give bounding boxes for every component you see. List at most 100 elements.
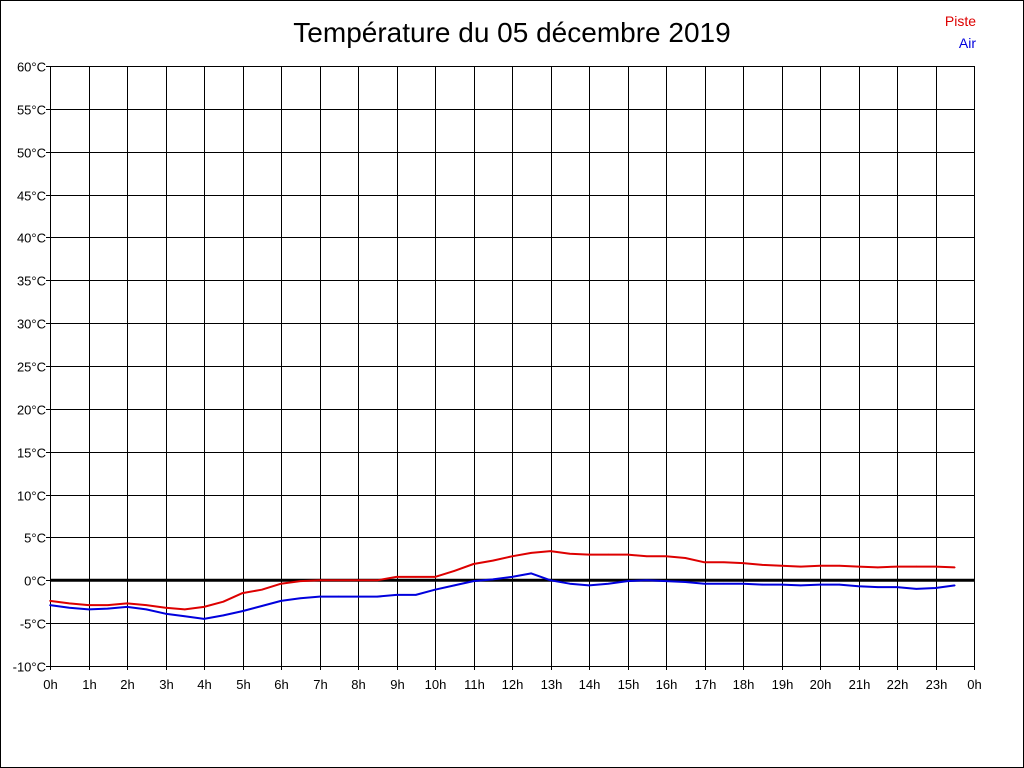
x-tick-label: 18h bbox=[733, 677, 755, 692]
data-point-piste bbox=[953, 566, 956, 569]
x-tick-label: 11h bbox=[464, 677, 485, 692]
data-point-air bbox=[645, 579, 648, 582]
data-point-air bbox=[703, 582, 706, 585]
data-point-air bbox=[819, 583, 821, 586]
data-point-piste bbox=[106, 604, 109, 606]
data-point-air bbox=[953, 584, 956, 587]
data-point-air bbox=[915, 588, 918, 590]
y-tick-label: 35°C bbox=[17, 274, 46, 289]
data-point-piste bbox=[530, 552, 533, 554]
data-point-air bbox=[395, 594, 398, 596]
x-tick-label: 20h bbox=[810, 677, 832, 692]
data-point-air bbox=[838, 583, 841, 586]
data-point-air bbox=[511, 576, 513, 578]
data-point-air bbox=[742, 582, 744, 585]
data-point-piste bbox=[376, 579, 379, 582]
data-point-piste bbox=[145, 604, 148, 606]
data-point-air bbox=[934, 587, 937, 589]
data-point-piste bbox=[299, 580, 302, 582]
data-point-air bbox=[414, 594, 417, 596]
data-point-piste bbox=[568, 552, 571, 555]
legend-entry-piste: Piste bbox=[944, 13, 976, 29]
data-point-air bbox=[876, 586, 879, 588]
data-point-piste bbox=[549, 550, 552, 552]
data-point-air bbox=[761, 583, 764, 586]
data-point-air bbox=[665, 580, 667, 582]
data-point-piste bbox=[357, 579, 359, 582]
data-point-piste bbox=[337, 579, 340, 582]
y-tick-label: 45°C bbox=[17, 189, 46, 204]
data-point-piste bbox=[87, 604, 90, 606]
data-point-piste bbox=[703, 561, 706, 564]
data-point-air bbox=[299, 597, 302, 600]
data-point-piste bbox=[799, 565, 802, 568]
data-point-air bbox=[318, 595, 321, 598]
x-tick-label: 10h bbox=[425, 677, 447, 692]
data-point-air bbox=[530, 572, 533, 575]
data-point-air bbox=[626, 580, 629, 582]
data-point-air bbox=[126, 606, 128, 608]
x-tick-label: 2h bbox=[120, 677, 134, 692]
data-point-air bbox=[799, 584, 802, 587]
data-point-air bbox=[183, 615, 186, 618]
y-tick-label: 15°C bbox=[17, 446, 46, 461]
data-point-air bbox=[87, 608, 90, 611]
data-point-piste bbox=[49, 600, 51, 602]
data-point-piste bbox=[472, 563, 475, 565]
x-tick-label: 12h bbox=[502, 677, 524, 692]
data-point-piste bbox=[742, 562, 744, 564]
data-point-air bbox=[376, 595, 379, 598]
data-point-piste bbox=[876, 566, 879, 569]
data-point-air bbox=[434, 588, 436, 591]
x-tick-label: 1h bbox=[82, 677, 96, 692]
data-point-piste bbox=[183, 608, 186, 611]
x-tick-label: 22h bbox=[887, 677, 909, 692]
data-point-piste bbox=[126, 602, 128, 605]
data-point-air bbox=[491, 578, 494, 581]
data-point-piste bbox=[280, 582, 282, 585]
data-point-piste bbox=[761, 564, 764, 566]
data-point-piste bbox=[934, 565, 937, 568]
data-point-air bbox=[241, 610, 244, 612]
y-tick-label: 30°C bbox=[17, 317, 46, 332]
data-point-air bbox=[857, 585, 860, 588]
data-point-piste bbox=[607, 553, 610, 556]
data-point-air bbox=[588, 584, 590, 587]
data-point-piste bbox=[491, 559, 494, 562]
x-tick-label: 21h bbox=[849, 677, 871, 692]
x-tick-label: 9h bbox=[390, 677, 404, 692]
data-point-piste bbox=[318, 579, 321, 582]
data-point-piste bbox=[414, 576, 417, 578]
data-point-piste bbox=[511, 555, 513, 558]
data-point-air bbox=[145, 608, 148, 611]
y-tick-label: 60°C bbox=[17, 60, 46, 75]
data-point-air bbox=[896, 586, 898, 588]
x-tick-label: 3h bbox=[159, 677, 173, 692]
data-point-piste bbox=[626, 553, 629, 556]
data-point-air bbox=[607, 582, 610, 585]
data-point-piste bbox=[222, 600, 225, 603]
x-tick-label: 16h bbox=[656, 677, 678, 692]
x-tick-label: 23h bbox=[926, 677, 948, 692]
x-tick-label: 5h bbox=[236, 677, 250, 692]
data-point-piste bbox=[203, 606, 205, 608]
data-point-piste bbox=[857, 565, 860, 568]
data-point-air bbox=[260, 605, 263, 607]
x-tick-label: 14h bbox=[579, 677, 601, 692]
x-tick-label: 17h bbox=[695, 677, 717, 692]
data-point-air bbox=[222, 614, 225, 617]
y-tick-label: -10°C bbox=[13, 660, 46, 675]
series-line-air bbox=[49, 572, 955, 620]
data-point-air bbox=[549, 579, 552, 582]
data-point-piste bbox=[395, 576, 398, 578]
data-point-air bbox=[203, 618, 205, 620]
y-tick-label: 40°C bbox=[17, 231, 46, 246]
x-tick-label: 8h bbox=[351, 677, 365, 692]
data-point-air bbox=[722, 582, 725, 585]
data-point-piste bbox=[434, 576, 436, 578]
legend-entry-air: Air bbox=[958, 35, 976, 51]
data-point-piste bbox=[838, 564, 841, 567]
data-point-air bbox=[49, 604, 51, 606]
series-line-piste bbox=[49, 550, 955, 611]
